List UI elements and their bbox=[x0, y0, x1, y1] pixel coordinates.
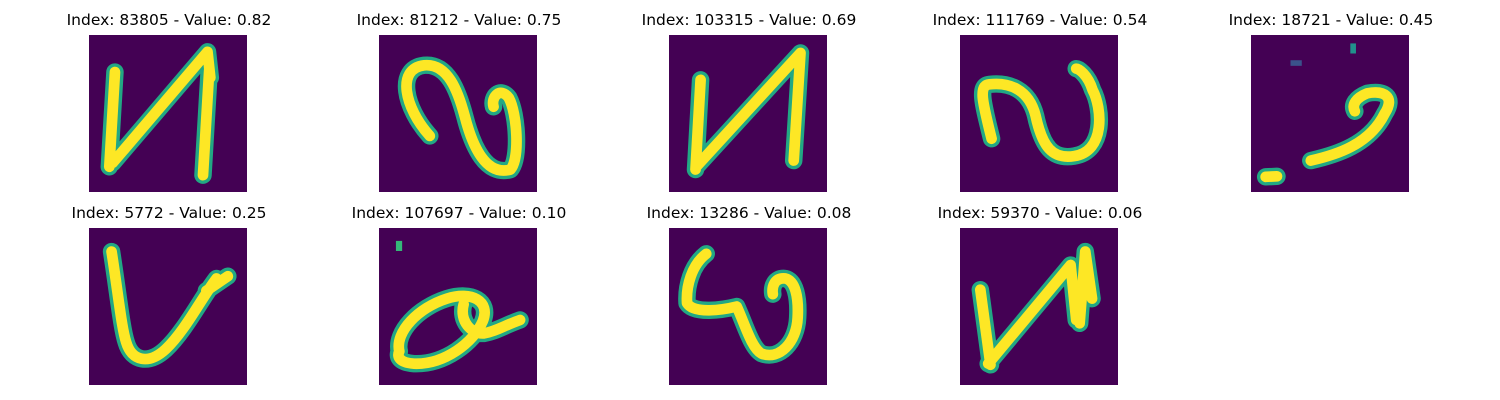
sample-panel-107697: Index: 107697 - Value: 0.10 bbox=[339, 193, 579, 385]
sample-image bbox=[960, 35, 1118, 192]
sample-panel-83805: Index: 83805 - Value: 0.82 bbox=[49, 0, 289, 192]
sample-image bbox=[89, 35, 247, 192]
sample-title: Index: 59370 - Value: 0.06 bbox=[937, 204, 1143, 222]
sample-title: Index: 103315 - Value: 0.69 bbox=[641, 11, 857, 29]
sample-image bbox=[669, 228, 827, 385]
sample-panel-81212: Index: 81212 - Value: 0.75 bbox=[339, 0, 579, 192]
sample-panel-59370: Index: 59370 - Value: 0.06 bbox=[920, 193, 1160, 385]
sample-panel-13286: Index: 13286 - Value: 0.08 bbox=[629, 193, 869, 385]
sample-image bbox=[960, 228, 1118, 385]
sample-title: Index: 5772 - Value: 0.25 bbox=[71, 204, 267, 222]
sample-title: Index: 107697 - Value: 0.10 bbox=[351, 204, 567, 222]
sample-title: Index: 83805 - Value: 0.82 bbox=[66, 11, 272, 29]
sample-image bbox=[669, 35, 827, 192]
sample-title: Index: 81212 - Value: 0.75 bbox=[356, 11, 562, 29]
sample-image bbox=[379, 35, 537, 192]
sample-panel-103315: Index: 103315 - Value: 0.69 bbox=[629, 0, 869, 192]
sample-panel-111769: Index: 111769 - Value: 0.54 bbox=[920, 0, 1160, 192]
sample-panel-18721: Index: 18721 - Value: 0.45 bbox=[1211, 0, 1451, 192]
sample-panel-5772: Index: 5772 - Value: 0.25 bbox=[49, 193, 289, 385]
sample-image bbox=[1251, 35, 1409, 192]
sample-image bbox=[379, 228, 537, 385]
sample-image bbox=[89, 228, 247, 385]
sample-title: Index: 18721 - Value: 0.45 bbox=[1228, 11, 1434, 29]
sample-title: Index: 13286 - Value: 0.08 bbox=[646, 204, 852, 222]
sample-title: Index: 111769 - Value: 0.54 bbox=[932, 11, 1148, 29]
